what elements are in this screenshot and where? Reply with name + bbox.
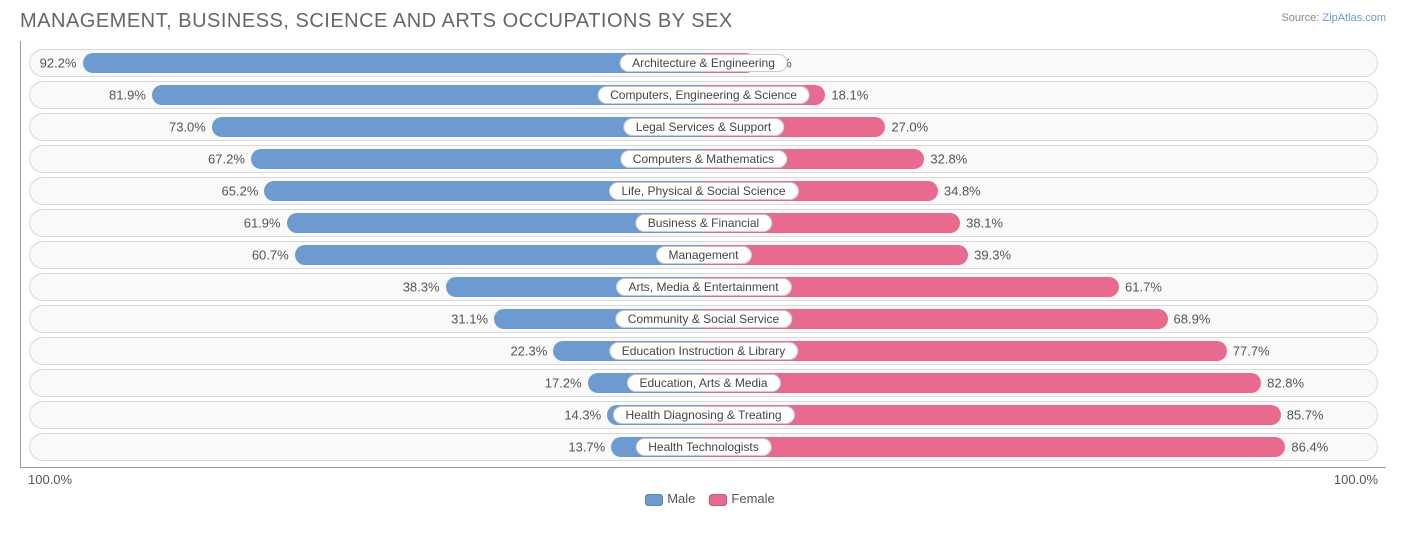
- bar-half-female: 39.3%: [704, 242, 1378, 268]
- category-pill: Health Diagnosing & Treating: [612, 406, 794, 424]
- bar-row: 60.7% 39.3% Management: [29, 241, 1378, 269]
- bar-half-female: 82.8%: [704, 370, 1378, 396]
- bar-half-male: 17.2%: [30, 370, 704, 396]
- bar-half-male: 61.9%: [30, 210, 704, 236]
- male-value-label: 81.9%: [109, 88, 146, 103]
- bar-half-male: 14.3%: [30, 402, 704, 428]
- category-pill: Computers, Engineering & Science: [597, 86, 810, 104]
- legend-label: Female: [731, 491, 774, 506]
- bar-row: 38.3% 61.7% Arts, Media & Entertainment: [29, 273, 1378, 301]
- male-value-label: 67.2%: [208, 152, 245, 167]
- female-value-label: 34.8%: [944, 184, 981, 199]
- bar-half-female: 38.1%: [704, 210, 1378, 236]
- female-value-label: 86.4%: [1291, 440, 1328, 455]
- source-name: ZipAtlas.com: [1322, 12, 1386, 24]
- chart-title: MANAGEMENT, BUSINESS, SCIENCE AND ARTS O…: [20, 10, 733, 33]
- bar-row: 73.0% 27.0% Legal Services & Support: [29, 113, 1378, 141]
- female-value-label: 82.8%: [1267, 376, 1304, 391]
- bar-half-female: 27.0%: [704, 114, 1378, 140]
- bar-half-male: 73.0%: [30, 114, 704, 140]
- bar-half-female: 77.7%: [704, 338, 1378, 364]
- male-value-label: 22.3%: [510, 344, 547, 359]
- bar-row: 14.3% 85.7% Health Diagnosing & Treating: [29, 401, 1378, 429]
- bar-row: 31.1% 68.9% Community & Social Service: [29, 305, 1378, 333]
- bar-row: 65.2% 34.8% Life, Physical & Social Scienc…: [29, 177, 1378, 205]
- male-bar: [295, 245, 704, 265]
- male-value-label: 13.7%: [568, 440, 605, 455]
- male-value-label: 14.3%: [564, 408, 601, 423]
- female-value-label: 77.7%: [1233, 344, 1270, 359]
- category-pill: Legal Services & Support: [623, 118, 784, 136]
- male-value-label: 61.9%: [244, 216, 281, 231]
- female-value-label: 32.8%: [930, 152, 967, 167]
- female-value-label: 38.1%: [966, 216, 1003, 231]
- bar-half-male: 67.2%: [30, 146, 704, 172]
- bar-row: 17.2% 82.8% Education, Arts & Media: [29, 369, 1378, 397]
- male-value-label: 65.2%: [222, 184, 259, 199]
- category-pill: Architecture & Engineering: [619, 54, 788, 72]
- bar-half-male: 60.7%: [30, 242, 704, 268]
- x-axis-labels: 100.0% 100.0%: [20, 468, 1386, 487]
- category-pill: Computers & Mathematics: [620, 150, 787, 168]
- bar-half-female: 61.7%: [704, 274, 1378, 300]
- bar-half-female: 34.8%: [704, 178, 1378, 204]
- legend-label: Male: [667, 491, 695, 506]
- category-pill: Arts, Media & Entertainment: [615, 278, 791, 296]
- axis-left-label: 100.0%: [28, 472, 72, 487]
- category-pill: Education, Arts & Media: [626, 374, 780, 392]
- bar-row: 92.2% 7.8%Architecture & Engineering: [29, 49, 1378, 77]
- legend-swatch: [709, 494, 727, 506]
- bar-half-female: 32.8%: [704, 146, 1378, 172]
- bar-row: 13.7% 86.4% Health Technologists: [29, 433, 1378, 461]
- male-value-label: 73.0%: [169, 120, 206, 135]
- bar-half-female: 85.7%: [704, 402, 1378, 428]
- category-pill: Community & Social Service: [615, 310, 792, 328]
- source-label: Source:: [1281, 12, 1319, 24]
- bar-row: 81.9% 18.1% Computers, Engineering & Scien…: [29, 81, 1378, 109]
- axis-right-label: 100.0%: [1334, 472, 1378, 487]
- male-value-label: 92.2%: [40, 56, 77, 71]
- female-value-label: 85.7%: [1287, 408, 1324, 423]
- category-pill: Health Technologists: [635, 438, 772, 456]
- female-bar: [704, 437, 1286, 457]
- bar-row: 67.2% 32.8% Computers & Mathematics: [29, 145, 1378, 173]
- category-pill: Management: [655, 246, 751, 264]
- bar-row: 22.3% 77.7% Education Instruction & Librar…: [29, 337, 1378, 365]
- male-value-label: 38.3%: [403, 280, 440, 295]
- male-value-label: 17.2%: [545, 376, 582, 391]
- bar-half-male: 38.3%: [30, 274, 704, 300]
- bar-half-male: 31.1%: [30, 306, 704, 332]
- bar-row: 61.9% 38.1% Business & Financial: [29, 209, 1378, 237]
- bar-half-male: 65.2%: [30, 178, 704, 204]
- female-value-label: 27.0%: [891, 120, 928, 135]
- legend: Male Female: [20, 491, 1386, 506]
- bar-half-male: 22.3%: [30, 338, 704, 364]
- category-pill: Education Instruction & Library: [609, 342, 798, 360]
- bar-half-male: 92.2%: [30, 50, 704, 76]
- bar-half-female: 7.8%: [704, 50, 1378, 76]
- female-bar: [704, 373, 1262, 393]
- male-value-label: 31.1%: [451, 312, 488, 327]
- female-value-label: 18.1%: [831, 88, 868, 103]
- bar-half-female: 68.9%: [704, 306, 1378, 332]
- category-pill: Business & Financial: [635, 214, 772, 232]
- bar-half-male: 13.7%: [30, 434, 704, 460]
- source-attribution: Source: ZipAtlas.com: [1281, 12, 1386, 24]
- chart-header: MANAGEMENT, BUSINESS, SCIENCE AND ARTS O…: [20, 10, 1386, 33]
- male-bar: [83, 53, 704, 73]
- legend-swatch: [645, 494, 663, 506]
- bar-half-female: 86.4%: [704, 434, 1378, 460]
- male-value-label: 60.7%: [252, 248, 289, 263]
- chart-plot-area: 92.2% 7.8%Architecture & Engineering 81.9%…: [20, 41, 1386, 468]
- category-pill: Life, Physical & Social Science: [608, 182, 798, 200]
- female-value-label: 61.7%: [1125, 280, 1162, 295]
- female-value-label: 39.3%: [974, 248, 1011, 263]
- female-value-label: 68.9%: [1174, 312, 1211, 327]
